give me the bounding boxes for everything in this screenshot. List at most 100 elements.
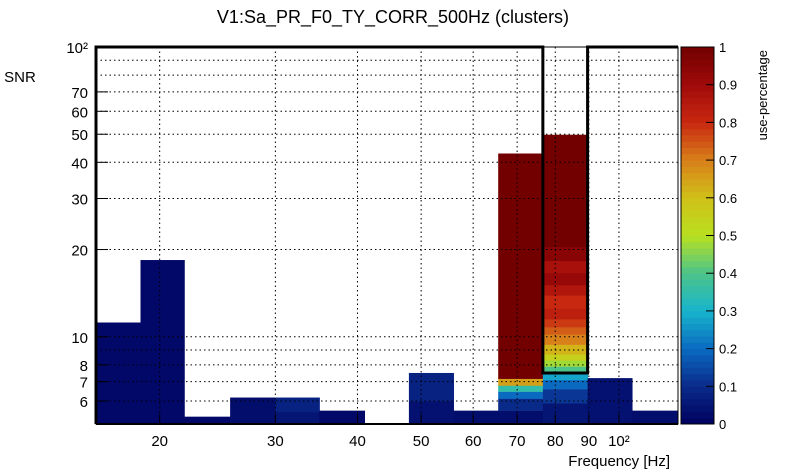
heatmap-cell [542,379,589,390]
heatmap-cell [542,272,589,286]
colorbar-segment [681,323,714,331]
heatmap-cell [542,247,589,262]
colorbar-segment [681,273,714,280]
colorbar-segment [681,134,714,142]
colorbar-segment [681,97,714,105]
heatmap-cells [96,134,679,425]
colorbar-segment [681,65,714,73]
colorbar-segment [681,348,714,356]
colorbar-segment [681,367,714,375]
colorbar-segment [681,317,714,324]
colorbar-segment [681,185,714,193]
colorbar-segment [681,103,714,111]
x-tick-label: 30 [267,433,284,450]
colorbar-segment [681,310,714,318]
chart-title: V1:Sa_PR_F0_TY_CORR_500Hz (clusters) [217,7,569,28]
colorbar-tick-label: 0.9 [719,78,737,93]
colorbar-segment [681,172,714,180]
colorbar-segment [681,197,714,205]
colorbar-tick-label: 0.6 [719,191,737,206]
colorbar-segment [681,254,714,262]
y-tick-label: 10² [66,40,88,57]
colorbar-segment [681,222,714,230]
heatmap-cell [542,284,589,296]
colorbar-segment [681,392,714,400]
heatmap-cell [498,410,544,425]
heatmap-cell [498,153,544,379]
heatmap-cell [542,260,589,274]
heatmap-cell [542,360,589,367]
colorbar-segment [681,279,714,287]
colorbar-segment [681,109,714,117]
heatmap-cell [498,378,544,386]
heatmap-cell [542,334,589,345]
heatmap-cell [230,397,276,425]
colorbar-segment [681,191,714,199]
heatmap-cell [542,366,589,374]
x-tick-label: 80 [547,433,564,450]
x-tick-label: 40 [349,433,366,450]
colorbar-segment [681,216,714,224]
colorbar: 0 0.1 0.2 0.3 0.4 0.5 0.6 0.7 0.8 0.9 1 [680,40,737,432]
colorbar-segment [681,241,714,249]
x-tick-label: 60 [465,433,482,450]
colorbar-segment [681,78,714,86]
colorbar-segment [681,260,714,268]
colorbar-segment [681,361,714,368]
heatmap-cell [542,319,589,328]
heatmap-cell [184,416,231,425]
heatmap-cell [96,322,141,425]
colorbar-segment [681,153,714,161]
y-tick-label: 70 [71,85,88,102]
colorbar-segment [681,166,714,174]
colorbar-tick-label: 0.4 [719,266,737,281]
y-tick-label: 8 [80,358,88,375]
x-tick-label: 70 [509,433,526,450]
axes: 20 30 40 50 60 70 80 90 10² 6 78 10 20 30 40 50 60 70 10² [66,40,679,450]
colorbar-segment [681,248,714,255]
colorbar-tick-label: 0.8 [719,115,737,130]
heatmap-cell [408,372,454,402]
heatmap-cell [453,410,499,425]
colorbar-segment [681,178,714,186]
colorbar-segment [681,210,714,218]
heatmap-cell [542,403,589,425]
colorbar-segment [681,292,714,299]
colorbar-segment [681,386,714,394]
colorbar-segment [681,141,714,149]
heatmap-cell [542,372,589,381]
heatmap-cell [542,327,589,335]
colorbar-segment [681,122,714,130]
colorbar-segment [681,298,714,306]
heatmap-cell [498,398,544,411]
colorbar-tick-label: 0.2 [719,342,737,357]
colorbar-segment [681,59,714,67]
x-tick-label: 50 [413,433,430,450]
colorbar-tick-label: 0.1 [719,379,737,394]
y-tick-label: 20 [71,243,88,260]
colorbar-segment [681,417,714,425]
colorbar-tick-label: 0.5 [719,229,737,244]
heatmap-cell [275,412,320,425]
colorbar-tick-label: 0.7 [719,153,737,168]
y-tick-label: 7 [80,375,88,392]
colorbar-segment [681,229,714,236]
colorbar-segment [681,411,714,419]
heatmap-cell [542,354,589,361]
colorbar-segment [681,373,714,381]
colorbar-segment [681,398,714,406]
heatmap-cell [498,391,544,399]
colorbar-segment [681,72,714,79]
heatmap-cell [542,308,589,320]
heatmap-cell [542,134,589,248]
colorbar-segment [681,354,714,362]
heatmap-cell [275,397,320,413]
colorbar-segment [681,342,714,350]
colorbar-segment [681,380,714,387]
colorbar-segment [681,235,714,243]
y-tick-label: 10 [71,330,88,347]
colorbar-tick-label: 1 [719,40,726,55]
y-axis-label: SNR [4,69,36,86]
colorbar-segment [681,53,714,61]
